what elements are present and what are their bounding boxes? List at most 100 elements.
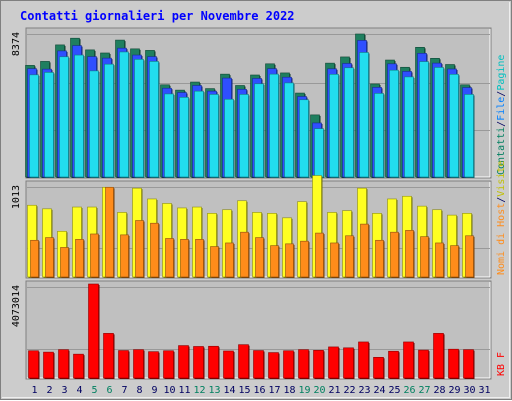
day-label-17: 17 [268, 385, 280, 396]
day-label-19: 19 [298, 385, 310, 396]
bar-kbf-day-15 [238, 344, 249, 379]
panel-1-y-tick-label: 8374 [11, 32, 22, 56]
bar-kbf-day-3 [58, 349, 69, 379]
bar-host-day-21 [330, 242, 339, 278]
bar-host-day-26 [405, 230, 414, 278]
bar-kbf-day-23 [358, 341, 369, 379]
bar-kbf-day-24 [373, 357, 384, 379]
day-label-7: 7 [121, 385, 127, 396]
day-label-8: 8 [136, 385, 142, 396]
bar-host-day-24 [375, 239, 384, 278]
bar-host-day-23 [360, 223, 369, 278]
bar-kbf-day-25 [388, 350, 399, 379]
bar-file-day-4 [74, 54, 84, 178]
bar-host-day-18 [285, 243, 294, 278]
bar-host-day-13 [210, 246, 219, 278]
day-label-6: 6 [106, 385, 112, 396]
day-label-12: 12 [193, 385, 205, 396]
bar-host-day-19 [300, 240, 309, 278]
bar-host-day-25 [390, 231, 399, 278]
bar-file-day-8 [134, 59, 144, 178]
bar-kbf-day-2 [43, 351, 54, 379]
bar-kbf-day-16 [253, 350, 264, 379]
bar-kbf-day-10 [163, 350, 174, 379]
panel-2-legend-item-1: Nomi di Host [496, 203, 507, 275]
bar-host-day-8 [135, 220, 144, 278]
bar-file-day-19 [299, 99, 309, 178]
day-label-23: 23 [358, 385, 370, 396]
bar-file-day-10 [164, 93, 174, 178]
day-label-29: 29 [448, 385, 460, 396]
bar-host-day-14 [225, 242, 234, 278]
bar-host-day-16 [255, 237, 264, 278]
day-label-27: 27 [418, 385, 430, 396]
bar-file-day-6 [104, 63, 114, 178]
day-label-11: 11 [178, 385, 190, 396]
panel-2-y-tick-label: 1013 [11, 185, 22, 209]
panel-1-legend: Contatti/File/Pagine [496, 55, 507, 175]
bar-host-day-22 [345, 235, 354, 278]
bar-file-day-9 [149, 61, 159, 178]
bar-host-day-2 [45, 237, 54, 278]
day-label-31: 31 [478, 385, 490, 396]
bar-kbf-day-19 [298, 349, 309, 379]
day-label-5: 5 [91, 385, 97, 396]
panel-2-legend-item-2: / [496, 197, 507, 203]
day-label-1: 1 [31, 385, 37, 396]
bar-file-day-24 [374, 93, 384, 178]
bar-file-day-5 [89, 70, 99, 178]
bar-kbf-day-20 [313, 350, 324, 379]
bar-kbf-day-1 [28, 350, 39, 379]
day-label-4: 4 [76, 385, 82, 396]
bar-host-day-11 [180, 239, 189, 278]
bar-host-day-1 [30, 239, 39, 278]
bar-kbf-day-21 [328, 346, 339, 379]
bar-kbf-day-7 [118, 350, 129, 379]
bar-kbf-day-26 [403, 341, 414, 379]
bar-file-day-18 [284, 82, 294, 178]
day-label-16: 16 [253, 385, 265, 396]
bar-host-day-29 [450, 245, 459, 278]
bar-host-day-5 [90, 233, 99, 278]
day-label-25: 25 [388, 385, 400, 396]
bar-file-day-30 [464, 94, 474, 178]
bar-host-day-30 [465, 235, 474, 278]
bar-kbf-day-9 [148, 351, 159, 379]
bar-file-day-17 [269, 73, 279, 178]
bar-kbf-day-13 [208, 345, 219, 379]
bar-file-day-3 [59, 56, 69, 178]
bar-file-day-11 [179, 97, 189, 178]
panel-1-legend-item-4: / [496, 91, 507, 97]
bar-file-day-2 [44, 72, 54, 178]
day-label-14: 14 [223, 385, 235, 396]
bar-file-day-22 [344, 67, 354, 178]
bar-kbf-day-11 [178, 345, 189, 379]
bar-host-day-9 [150, 222, 159, 278]
day-label-20: 20 [313, 385, 325, 396]
bar-host-day-10 [165, 238, 174, 278]
day-label-10: 10 [163, 385, 175, 396]
bar-kbf-day-14 [223, 350, 234, 379]
bar-host-day-20 [315, 232, 324, 278]
bar-host-day-7 [120, 234, 129, 278]
panel-1-legend-item-2: / [496, 121, 507, 127]
bar-host-day-3 [60, 247, 69, 278]
bar-host-day-28 [435, 242, 444, 278]
bar-kbf-day-22 [343, 347, 354, 379]
bar-file-day-14 [224, 98, 234, 178]
bar-file-day-21 [329, 74, 339, 178]
panel-3-y-tick-label: 4073014 [11, 285, 22, 327]
day-label-9: 9 [151, 385, 157, 396]
bar-kbf-day-30 [463, 349, 474, 379]
bar-file-day-12 [194, 90, 204, 178]
bar-file-day-1 [29, 74, 39, 178]
bar-file-day-13 [209, 94, 219, 178]
panel-1-legend-item-3: File [496, 97, 507, 121]
bar-kbf-day-18 [283, 350, 294, 379]
panel-3-legend-item-1: KB F [496, 352, 507, 376]
day-label-21: 21 [328, 385, 340, 396]
day-label-13: 13 [208, 385, 220, 396]
bar-kbf-day-5 [88, 283, 99, 379]
